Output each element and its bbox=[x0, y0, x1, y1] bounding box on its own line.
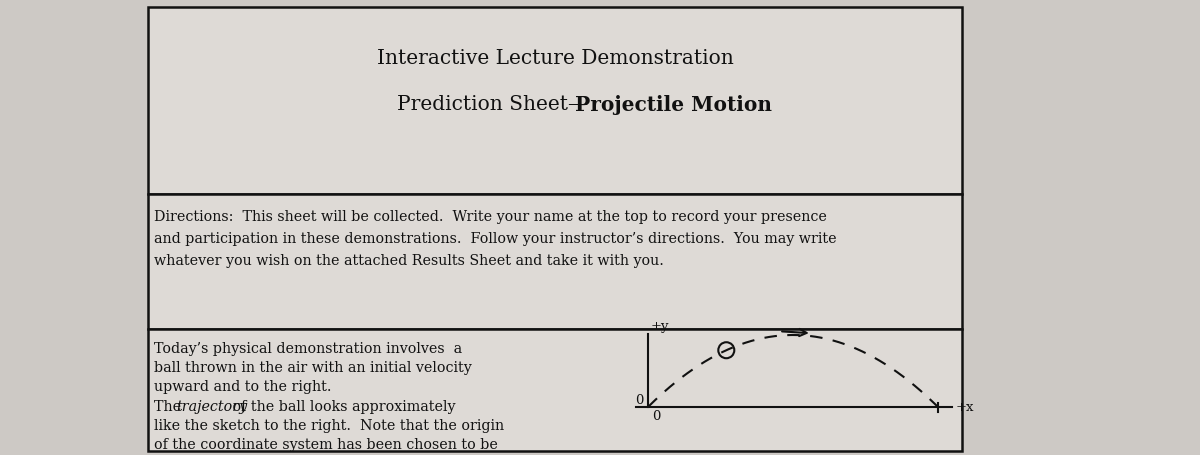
Text: upward and to the right.: upward and to the right. bbox=[154, 379, 331, 393]
Text: and participation in these demonstrations.  Follow your instructor’s directions.: and participation in these demonstration… bbox=[154, 232, 836, 245]
Text: like the sketch to the right.  Note that the origin: like the sketch to the right. Note that … bbox=[154, 418, 504, 432]
Text: 0: 0 bbox=[652, 409, 660, 422]
Text: of the ball looks approximately: of the ball looks approximately bbox=[228, 399, 456, 413]
Text: +x: +x bbox=[956, 400, 974, 414]
Text: trajectory: trajectory bbox=[176, 399, 247, 413]
Text: whatever you wish on the attached Results Sheet and take it with you.: whatever you wish on the attached Result… bbox=[154, 253, 664, 268]
Bar bbox=[148, 329, 962, 451]
Text: of the coordinate system has been chosen to be: of the coordinate system has been chosen… bbox=[154, 437, 498, 451]
Text: Interactive Lecture Demonstration: Interactive Lecture Demonstration bbox=[377, 48, 733, 67]
Text: Today’s physical demonstration involves  a: Today’s physical demonstration involves … bbox=[154, 341, 462, 355]
Bar bbox=[148, 8, 962, 195]
Text: +y: +y bbox=[652, 319, 670, 332]
Bar bbox=[148, 195, 962, 329]
Text: 0: 0 bbox=[635, 393, 643, 406]
Text: Directions:  This sheet will be collected.  Write your name at the top to record: Directions: This sheet will be collected… bbox=[154, 210, 827, 223]
Text: Prediction Sheet—: Prediction Sheet— bbox=[397, 95, 588, 114]
Text: ball thrown in the air with an initial velocity: ball thrown in the air with an initial v… bbox=[154, 360, 472, 374]
Text: Projectile Motion: Projectile Motion bbox=[575, 95, 772, 115]
Text: The: The bbox=[154, 399, 186, 413]
